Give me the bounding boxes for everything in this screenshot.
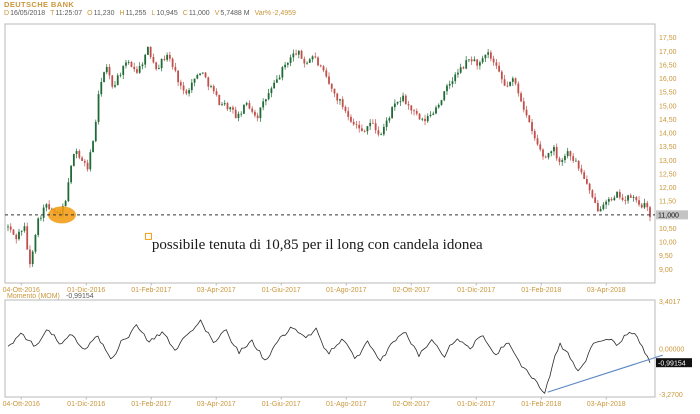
- price-tick-label: 14,50: [659, 117, 677, 124]
- momentum-date-tick-label: 01-Ago-2017: [326, 401, 367, 408]
- quote-value-time: 11:25:07: [55, 10, 83, 17]
- quote-label-time: T: [50, 10, 55, 17]
- quote-label-close: C: [182, 10, 188, 17]
- quote-value-date: 16/05/2018: [10, 10, 46, 17]
- momentum-date-tick-label: 01-Dic-2016: [67, 401, 105, 408]
- price-tick-label: 17,00: [659, 49, 677, 56]
- price-tick-label: 15,00: [659, 103, 677, 110]
- momentum-tick-label: 0,00000: [659, 346, 684, 353]
- price-tick-label: 14,00: [659, 131, 677, 138]
- price-tick-label: 12,00: [659, 185, 677, 192]
- price-tick-label: 12,50: [659, 171, 677, 178]
- price-tick-label: 9,00: [659, 267, 673, 274]
- quote-value-var: -2,4959: [272, 10, 296, 17]
- momentum-date-tick-label: 02-Ott-2017: [393, 401, 430, 408]
- instrument-name[interactable]: DEUTSCHE BANK: [4, 0, 75, 9]
- last-price-badge-label: 11,000: [658, 213, 679, 220]
- price-tick-label: 15,50: [659, 90, 677, 97]
- quote-value-close: 11,000: [188, 10, 210, 17]
- price-date-tick-label: 02-Ott-2017: [393, 287, 430, 294]
- quote-label-high: H: [119, 10, 125, 17]
- price-tick-label: 16,00: [659, 76, 677, 83]
- last-price-badge: [656, 210, 688, 220]
- price-tick-label: 10,50: [659, 226, 677, 233]
- momentum-tick-label: -3,2700: [659, 392, 683, 399]
- highlight-ellipse[interactable]: [48, 206, 77, 224]
- quote-value-open: 11,230: [93, 10, 115, 17]
- price-tick-label: 17,50: [659, 35, 677, 42]
- candlestick-series[interactable]: [7, 46, 651, 268]
- momentum-trendline[interactable]: [547, 354, 663, 393]
- quote-label-date: D: [4, 10, 10, 17]
- price-date-tick-label: 04-Ott-2016: [3, 287, 40, 294]
- quote-label-var: Var%: [254, 10, 272, 17]
- momentum-date-tick-label: 01-Giu-2017: [262, 401, 301, 408]
- price-date-tick-label: 03-Apr-2017: [197, 287, 236, 294]
- price-date-tick-label: 01-Feb-2018: [521, 287, 561, 294]
- instrument-header: DEUTSCHE BANK D16/05/2018 T11:25:07 O11,23…: [4, 1, 301, 18]
- quote-value-volume: 5,7488 M: [220, 10, 250, 17]
- price-tick-label: 11,50: [659, 199, 676, 206]
- indicator-value-label: -0,99154: [66, 293, 94, 300]
- momentum-line: [7, 319, 651, 394]
- price-panel-frame: [4, 23, 656, 284]
- price-date-tick-label: 01-Ago-2017: [326, 287, 367, 294]
- quote-value-low: 10,945: [156, 10, 178, 17]
- annotation-anchor-square[interactable]: [144, 232, 152, 240]
- quote-line: D16/05/2018 T11:25:07 O11,230 H11,255 L10,94…: [4, 10, 301, 18]
- momentum-date-tick-label: 03-Apr-2018: [587, 401, 626, 408]
- price-date-tick-label: 01-Feb-2017: [131, 287, 171, 294]
- quote-value-high: 11,255: [125, 10, 147, 17]
- price-date-tick-label: 01-Dic-2016: [67, 287, 105, 294]
- momentum-date-tick-label: 03-Apr-2017: [197, 401, 236, 408]
- quote-label-open: O: [87, 10, 93, 17]
- chart-annotation-text[interactable]: possibile tenuta di 10,85 per il long co…: [152, 237, 483, 253]
- price-date-tick-label: 01-Giu-2017: [262, 287, 301, 294]
- quote-label-low: L: [151, 10, 156, 17]
- price-tick-label: 13,00: [659, 158, 677, 165]
- momentum-date-tick-label: 01-Dic-2017: [457, 401, 495, 408]
- momentum-date-tick-label: 04-Ott-2016: [3, 401, 40, 408]
- price-tick-label: 16,50: [659, 62, 677, 69]
- momentum-date-tick-label: 01-Feb-2018: [521, 401, 561, 408]
- price-tick-label: 9,50: [659, 253, 673, 260]
- price-tick-label: 13,50: [659, 144, 677, 151]
- momentum-value-badge: [656, 358, 692, 368]
- momentum-date-tick-label: 01-Feb-2017: [131, 401, 171, 408]
- price-tick-label: 10,00: [659, 240, 677, 247]
- momentum-tick-label: 3,4017: [659, 299, 681, 306]
- quote-label-volume: V: [214, 10, 220, 17]
- indicator-name-label[interactable]: Momento (MOM): [7, 293, 60, 300]
- price-date-tick-label: 03-Apr-2018: [587, 287, 626, 294]
- momentum-panel-frame: [4, 299, 656, 398]
- price-date-tick-label: 01-Dic-2017: [457, 287, 495, 294]
- momentum-value-badge-label: -0,99154: [658, 360, 686, 367]
